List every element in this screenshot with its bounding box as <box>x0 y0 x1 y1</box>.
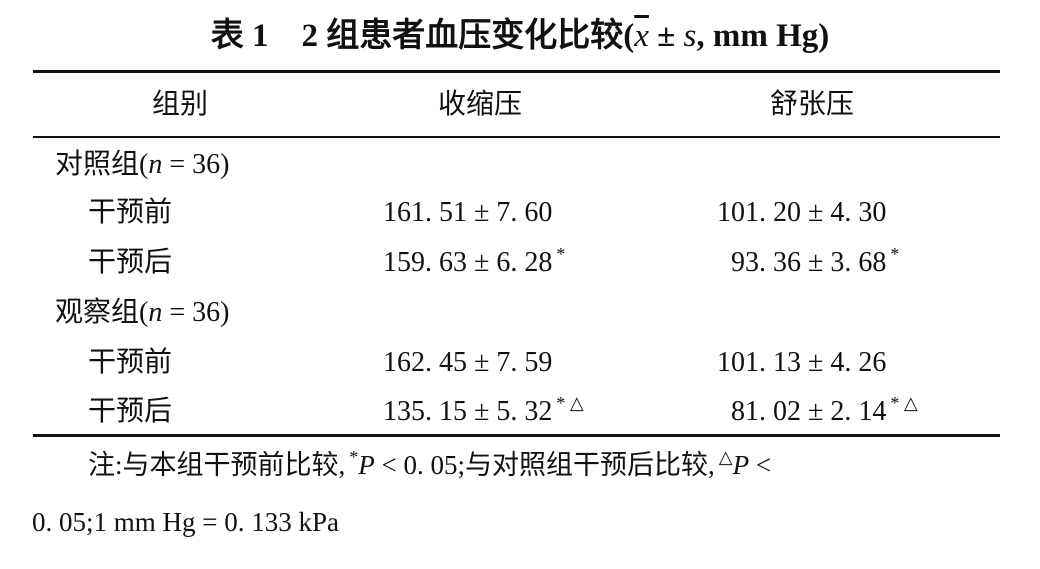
systolic-value: 135. 15 ± 5. 32 * △ <box>383 393 584 431</box>
group-label: 对照组(n = 36) <box>55 148 229 182</box>
diastolic-value: 93. 36 ± 3. 68 * <box>731 244 900 282</box>
header-rule <box>33 136 1000 138</box>
header-diastolic: 舒张压 <box>769 89 854 120</box>
diastolic-value: 101. 20 ± 4. 30 <box>717 196 890 232</box>
group-label: 观察组(n = 36) <box>55 296 229 330</box>
significance-mark: * △ <box>890 393 918 413</box>
row-label: 干预后 <box>88 247 173 278</box>
diastolic-value: 81. 02 ± 2. 14 * △ <box>731 393 918 431</box>
note-text: < 0. 05;与对照组干预后比较, <box>374 450 715 480</box>
title-xbar: x <box>634 18 649 54</box>
note-text: < <box>749 450 772 480</box>
systolic-value: 159. 63 ± 6. 28 * <box>383 244 566 282</box>
group-n-var: n <box>148 297 163 328</box>
group-n-var: n <box>148 149 163 180</box>
systolic-value: 162. 45 ± 7. 59 <box>383 346 556 382</box>
table-title: 表 1 2 组患者血压变化比较(x ± s, mm Hg) <box>0 8 1040 56</box>
note-text: 注:与本组干预前比较, <box>88 450 346 480</box>
diastolic-text: 81. 02 ± 2. 14 <box>731 396 887 427</box>
row-label: 干预前 <box>88 347 173 378</box>
significance-mark: * △ <box>556 393 584 413</box>
systolic-text: 161. 51 ± 7. 60 <box>383 197 553 228</box>
row-label: 干预后 <box>88 396 173 427</box>
systolic-value: 161. 51 ± 7. 60 <box>383 196 556 232</box>
group-n-val: = 36) <box>162 149 230 180</box>
top-rule <box>33 70 1000 73</box>
title-suffix: , mm Hg) <box>696 18 830 54</box>
group-n-val: = 36) <box>162 297 230 328</box>
systolic-text: 162. 45 ± 7. 59 <box>383 347 553 378</box>
note-line-1: 注:与本组干预前比较, *P < 0. 05;与对照组干预后比较, △P < <box>88 447 772 485</box>
header-group: 组别 <box>151 89 208 120</box>
diastolic-value: 101. 13 ± 4. 26 <box>717 346 890 382</box>
note-p: P <box>358 450 375 480</box>
diastolic-text: 93. 36 ± 3. 68 <box>731 247 887 278</box>
diastolic-text: 101. 20 ± 4. 30 <box>717 197 887 228</box>
header-systolic: 收缩压 <box>437 89 522 120</box>
note-mark: △ <box>718 447 733 467</box>
bottom-rule <box>33 434 1000 437</box>
note-line-2: 0. 05;1 mm Hg = 0. 133 kPa <box>32 507 339 537</box>
diastolic-text: 101. 13 ± 4. 26 <box>717 347 887 378</box>
group-name: 对照组( <box>55 149 149 180</box>
row-label: 干预前 <box>88 197 173 228</box>
title-pm: ± <box>648 18 684 54</box>
systolic-text: 159. 63 ± 6. 28 <box>383 247 553 278</box>
title-text: 表 1 2 组患者血压变化比较( <box>210 18 635 54</box>
note-p: P <box>732 450 750 480</box>
significance-mark: * <box>556 244 566 264</box>
significance-mark: * <box>890 244 900 264</box>
note-mark: * <box>349 447 359 467</box>
systolic-text: 135. 15 ± 5. 32 <box>383 396 553 427</box>
title-s: s <box>683 18 697 54</box>
group-name: 观察组( <box>55 297 149 328</box>
